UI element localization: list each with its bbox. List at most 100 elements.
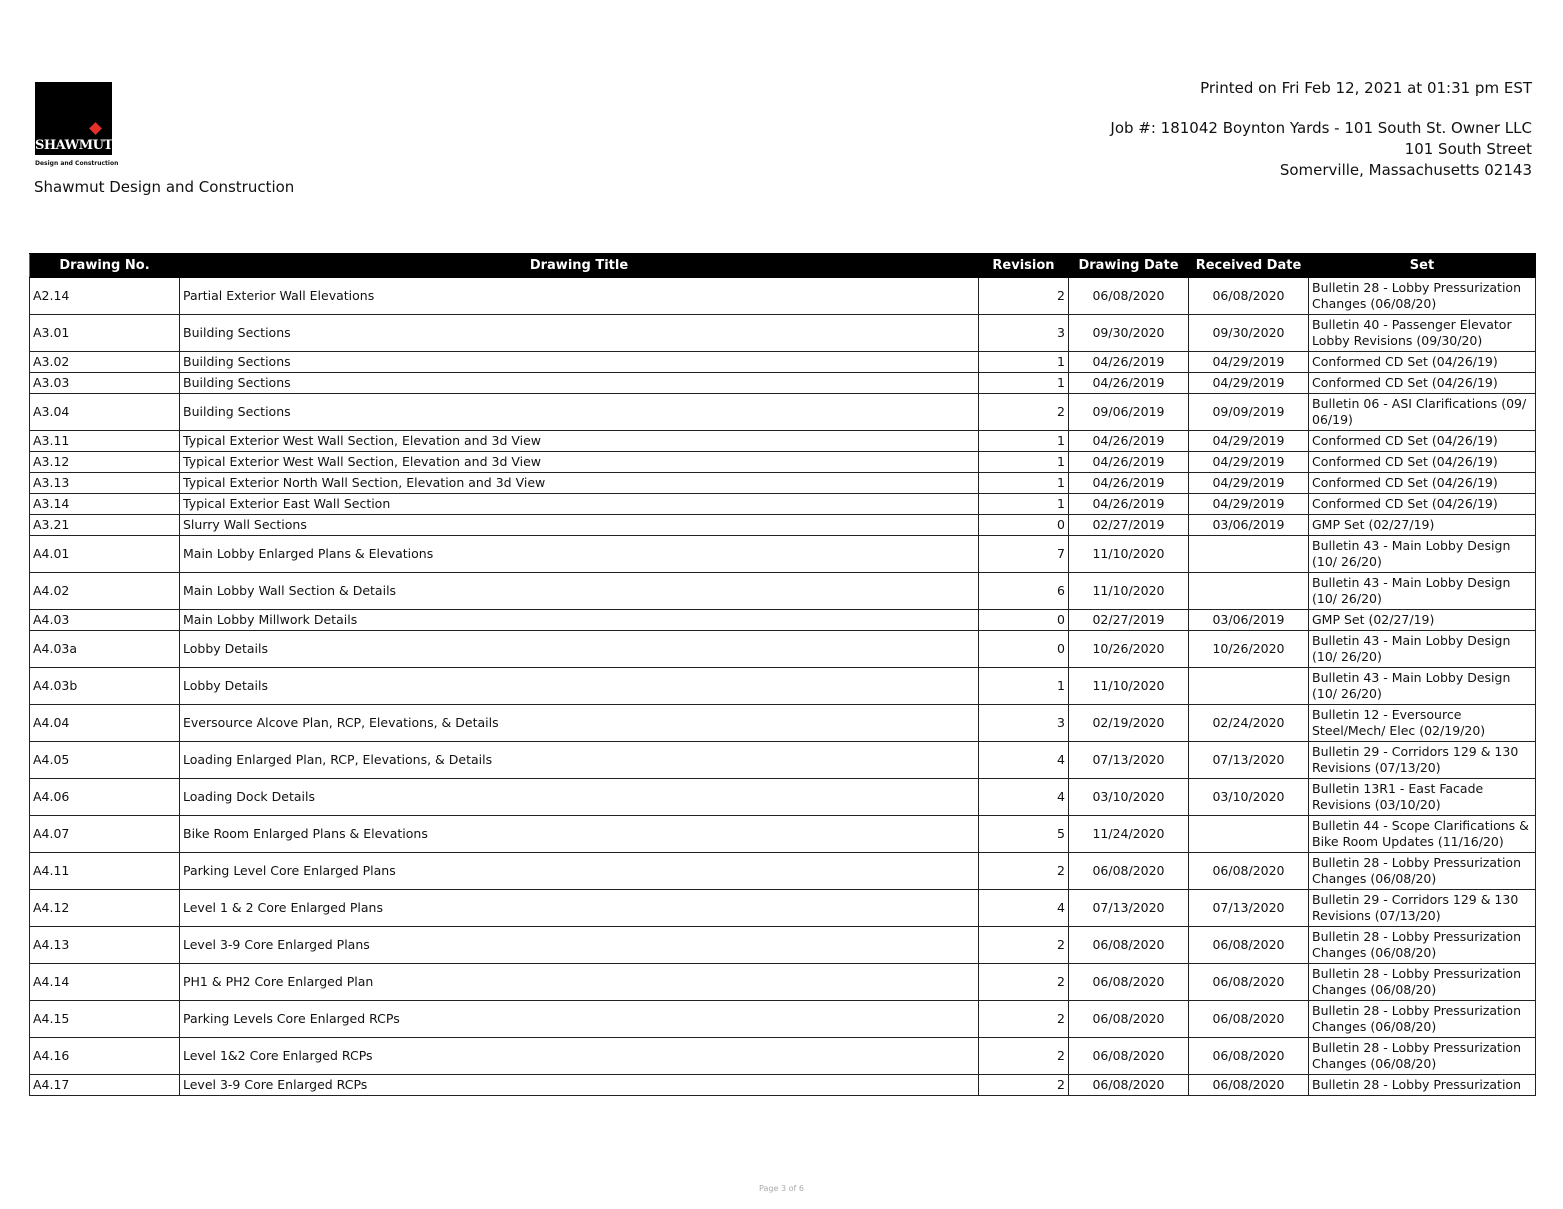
drawing-date-cell: 02/19/2020 (1068, 704, 1189, 742)
page-number: Page 3 of 6 (759, 1184, 804, 1193)
revision-cell: 0 (978, 630, 1069, 668)
drawing-date-cell: 11/10/2020 (1068, 535, 1189, 573)
drawing-title-cell: Bike Room Enlarged Plans & Elevations (179, 815, 979, 853)
drawing-no-cell: A4.03 (29, 609, 180, 631)
received-date-cell (1188, 572, 1309, 610)
drawing-date-cell: 11/10/2020 (1068, 572, 1189, 610)
drawing-date-cell: 09/06/2019 (1068, 393, 1189, 431)
table-row: A4.03a Lobby Details 0 10/26/2020 10/26/2020… (29, 630, 1536, 668)
drawing-title-cell: Building Sections (179, 314, 979, 352)
received-date-cell: 03/06/2019 (1188, 609, 1309, 631)
revision-cell: 2 (978, 926, 1069, 964)
received-date-cell: 03/10/2020 (1188, 778, 1309, 816)
table-row: A4.05 Loading Enlarged Plan, RCP, Elevati… (29, 741, 1536, 779)
received-date-cell: 03/06/2019 (1188, 514, 1309, 536)
set-cell: Bulletin 43 - Main Lobby Design (10/ 26/… (1308, 667, 1536, 705)
set-cell: Conformed CD Set (04/26/19) (1308, 430, 1536, 452)
drawing-date-cell: 04/26/2019 (1068, 472, 1189, 494)
drawing-no-cell: A3.04 (29, 393, 180, 431)
drawing-title-cell: Loading Enlarged Plan, RCP, Elevations, … (179, 741, 979, 779)
table-row: A4.12 Level 1 & 2 Core Enlarged Plans 4 07/… (29, 889, 1536, 927)
table-row: A3.21 Slurry Wall Sections 0 02/27/2019 03/0… (29, 514, 1536, 536)
set-cell: GMP Set (02/27/19) (1308, 609, 1536, 631)
drawing-no-cell: A4.04 (29, 704, 180, 742)
drawing-no-cell: A4.15 (29, 1000, 180, 1038)
revision-cell: 2 (978, 963, 1069, 1001)
table-row: A4.02 Main Lobby Wall Section & Details 6 1… (29, 572, 1536, 610)
revision-cell: 4 (978, 741, 1069, 779)
table-row: A4.15 Parking Levels Core Enlarged RCPs 2 0… (29, 1000, 1536, 1038)
address-line-2: Somerville, Massachusetts 02143 (1279, 161, 1532, 179)
drawing-title-cell: Typical Exterior North Wall Section, Ele… (179, 472, 979, 494)
revision-cell: 1 (978, 493, 1069, 515)
received-date-cell: 06/08/2020 (1188, 852, 1309, 890)
drawing-no-cell: A3.13 (29, 472, 180, 494)
received-date-cell: 06/08/2020 (1188, 277, 1309, 315)
drawing-date-cell: 06/08/2020 (1068, 963, 1189, 1001)
drawing-date-cell: 06/08/2020 (1068, 1074, 1189, 1096)
printed-date: Printed on Fri Feb 12, 2021 at 01:31 pm … (1200, 79, 1532, 97)
set-cell: Bulletin 13R1 - East Facade Revisions (0… (1308, 778, 1536, 816)
address-line-1: 101 South Street (1404, 140, 1532, 158)
set-cell: Conformed CD Set (04/26/19) (1308, 372, 1536, 394)
drawing-date-cell: 10/26/2020 (1068, 630, 1189, 668)
logo-subtext: Design and Construction (35, 160, 119, 167)
drawing-title-cell: Typical Exterior West Wall Section, Elev… (179, 451, 979, 473)
drawing-title-cell: PH1 & PH2 Core Enlarged Plan (179, 963, 979, 1001)
set-cell: Bulletin 28 - Lobby Pressurization Chang… (1308, 1037, 1536, 1075)
received-date-cell: 06/08/2020 (1188, 926, 1309, 964)
set-cell: Bulletin 06 - ASI Clarifications (09/ 06… (1308, 393, 1536, 431)
drawing-title-cell: Loading Dock Details (179, 778, 979, 816)
set-cell: Bulletin 28 - Lobby Pressurization Chang… (1308, 926, 1536, 964)
table-row: A4.13 Level 3-9 Core Enlarged Plans 2 06/08… (29, 926, 1536, 964)
table-row: A4.14 PH1 & PH2 Core Enlarged Plan 2 06/08/… (29, 963, 1536, 1001)
set-cell: Bulletin 28 - Lobby Pressurization (1308, 1074, 1536, 1096)
logo-wordmark: SHAWMUT (35, 138, 113, 153)
table-row: A3.12 Typical Exterior West Wall Section,… (29, 451, 1536, 473)
drawing-date-cell: 06/08/2020 (1068, 926, 1189, 964)
drawing-title-cell: Level 1&2 Core Enlarged RCPs (179, 1037, 979, 1075)
drawing-title-cell: Typical Exterior West Wall Section, Elev… (179, 430, 979, 452)
revision-cell: 5 (978, 815, 1069, 853)
revision-cell: 1 (978, 667, 1069, 705)
revision-cell: 7 (978, 535, 1069, 573)
drawing-no-cell: A3.14 (29, 493, 180, 515)
shawmut-logo: SHAWMUT (35, 82, 113, 155)
revision-cell: 2 (978, 277, 1069, 315)
set-cell: Conformed CD Set (04/26/19) (1308, 493, 1536, 515)
drawing-title-cell: Main Lobby Millwork Details (179, 609, 979, 631)
table-row: A4.06 Loading Dock Details 4 03/10/2020 03/1… (29, 778, 1536, 816)
drawing-no-cell: A4.17 (29, 1074, 180, 1096)
drawing-date-cell: 06/08/2020 (1068, 1037, 1189, 1075)
table-row: A3.13 Typical Exterior North Wall Section… (29, 472, 1536, 494)
drawing-title-cell: Partial Exterior Wall Elevations (179, 277, 979, 315)
set-cell: Bulletin 43 - Main Lobby Design (10/ 26/… (1308, 572, 1536, 610)
revision-cell: 1 (978, 372, 1069, 394)
drawing-title-cell: Eversource Alcove Plan, RCP, Elevations,… (179, 704, 979, 742)
drawing-no-cell: A3.03 (29, 372, 180, 394)
received-date-cell: 04/29/2019 (1188, 472, 1309, 494)
drawing-no-cell: A3.11 (29, 430, 180, 452)
drawing-date-cell: 09/30/2020 (1068, 314, 1189, 352)
drawing-no-cell: A3.02 (29, 351, 180, 373)
drawing-date-cell: 06/08/2020 (1068, 1000, 1189, 1038)
set-cell: Bulletin 28 - Lobby Pressurization Chang… (1308, 277, 1536, 315)
table-row: A4.17 Level 3-9 Core Enlarged RCPs 2 06/08/… (29, 1074, 1536, 1096)
table-row: A3.02 Building Sections 1 04/26/2019 04/29/2… (29, 351, 1536, 373)
job-number: Job #: 181042 Boynton Yards - 101 South … (1110, 119, 1532, 137)
drawing-date-cell: 11/24/2020 (1068, 815, 1189, 853)
drawing-title-cell: Building Sections (179, 393, 979, 431)
table-row: A4.01 Main Lobby Enlarged Plans & Elevati… (29, 535, 1536, 573)
drawing-no-cell: A4.05 (29, 741, 180, 779)
received-date-cell: 07/13/2020 (1188, 741, 1309, 779)
revision-cell: 2 (978, 1074, 1069, 1096)
received-date-cell: 06/08/2020 (1188, 963, 1309, 1001)
table-row: A4.11 Parking Level Core Enlarged Plans 2 0… (29, 852, 1536, 890)
drawing-title-cell: Building Sections (179, 351, 979, 373)
drawing-date-cell: 03/10/2020 (1068, 778, 1189, 816)
revision-cell: 2 (978, 393, 1069, 431)
drawing-no-cell: A4.11 (29, 852, 180, 890)
revision-cell: 0 (978, 609, 1069, 631)
revision-cell: 3 (978, 704, 1069, 742)
set-cell: Bulletin 29 - Corridors 129 & 130 Revisi… (1308, 889, 1536, 927)
